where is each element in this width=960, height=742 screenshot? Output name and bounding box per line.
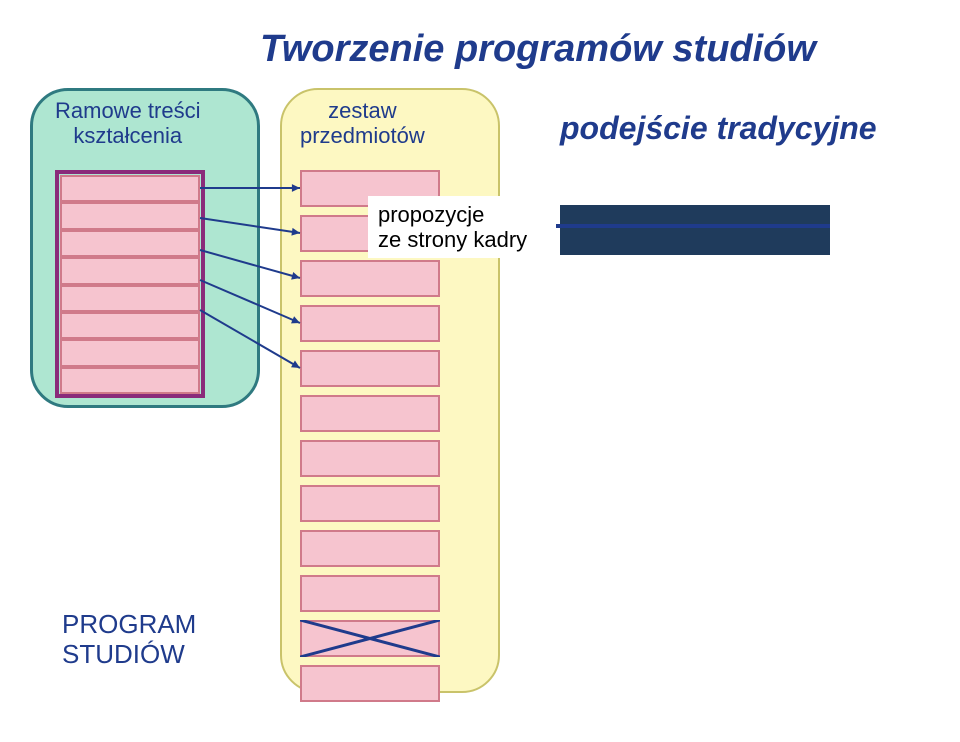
label-ramowe: Ramowe treści kształcenia: [55, 98, 200, 149]
right-row: [300, 440, 440, 477]
dark-bar: [560, 205, 830, 255]
label-ramowe-l1: Ramowe treści: [55, 98, 200, 123]
label-program: PROGRAM STUDIÓW: [62, 610, 196, 670]
label-ramowe-l2: kształcenia: [55, 123, 200, 148]
right-row: [300, 485, 440, 522]
right-row: [300, 665, 440, 702]
subtitle: podejście tradycyjne: [560, 110, 877, 147]
label-zestaw-l1: zestaw: [300, 98, 425, 123]
label-program-l2: STUDIÓW: [62, 640, 196, 670]
label-propozycje: propozycje ze strony kadry: [378, 202, 527, 253]
label-zestaw: zestaw przedmiotów: [300, 98, 425, 149]
label-zestaw-l2: przedmiotów: [300, 123, 425, 148]
right-row: [300, 395, 440, 432]
left-row: [60, 257, 200, 284]
right-row: [300, 575, 440, 612]
label-propozycje-l1: propozycje: [378, 202, 527, 227]
left-row: [60, 285, 200, 312]
label-propozycje-l2: ze strony kadry: [378, 227, 527, 252]
label-program-l1: PROGRAM: [62, 610, 196, 640]
cross-icon: [300, 620, 440, 657]
left-row: [60, 367, 200, 394]
right-row: [300, 305, 440, 342]
right-row: [300, 260, 440, 297]
left-row: [60, 339, 200, 366]
page-title: Tworzenie programów studiów: [260, 28, 816, 71]
right-row: [300, 530, 440, 567]
left-row: [60, 175, 200, 202]
left-row: [60, 230, 200, 257]
left-row: [60, 202, 200, 229]
left-row: [60, 312, 200, 339]
left-rows-container: [60, 175, 200, 394]
right-row: [300, 350, 440, 387]
